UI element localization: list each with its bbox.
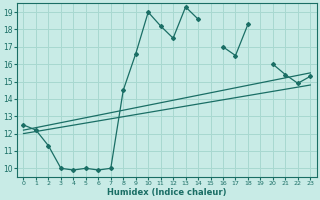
X-axis label: Humidex (Indice chaleur): Humidex (Indice chaleur) bbox=[107, 188, 227, 197]
